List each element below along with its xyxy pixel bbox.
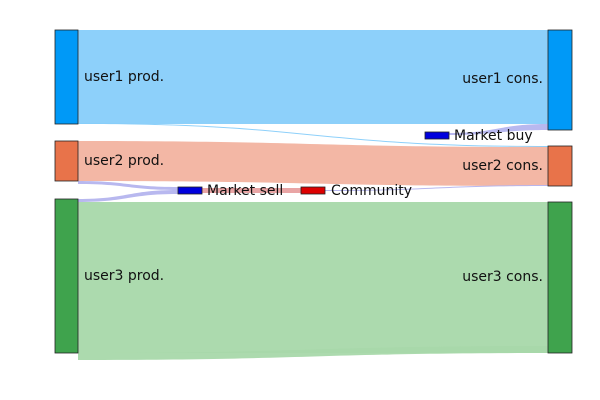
links-layer <box>78 30 548 360</box>
link-user1-prod-to-user2-cons <box>78 123 548 147</box>
link-community-to-user2-cons <box>325 185 548 191</box>
node-user1-prod <box>54 29 79 125</box>
node-label-user1-cons: user1 cons. <box>462 71 543 87</box>
link-user1-prod-to-user1-cons <box>78 30 548 124</box>
link-user2-prod-to-user2-cons <box>78 141 548 186</box>
link-user3-prod-to-market-sell <box>78 190 178 202</box>
node-label-user3-prod: user3 prod. <box>84 268 164 284</box>
link-user2-prod-to-market-sell <box>78 181 178 190</box>
link-user3-prod-to-user3-cons <box>78 202 548 353</box>
node-user2-cons <box>547 145 573 187</box>
node-label-user1-prod: user1 prod. <box>84 69 164 85</box>
node-label-user2-cons: user2 cons. <box>462 158 543 174</box>
node-label-user3-cons: user3 cons. <box>462 269 543 285</box>
link-user3-prod-to-user3-cons <box>78 346 548 360</box>
nodes-layer <box>54 29 573 354</box>
labels-layer: user1 prod. user2 prod. user3 prod. Market … <box>84 69 543 285</box>
node-user3-cons <box>547 201 573 354</box>
node-user2-prod <box>54 140 79 182</box>
node-label-user2-prod: user2 prod. <box>84 153 164 169</box>
node-community <box>300 186 326 195</box>
node-label-community: Community <box>331 183 412 199</box>
node-user1-cons <box>547 29 573 131</box>
node-user3-prod <box>54 198 79 354</box>
link-market-buy-to-user1-cons <box>449 124 548 135</box>
node-market-sell <box>177 186 203 195</box>
node-label-market-sell: Market sell <box>207 183 283 199</box>
node-label-market-buy: Market buy <box>454 128 533 144</box>
node-market-buy <box>424 131 450 140</box>
link-market-sell-to-community <box>202 188 301 193</box>
